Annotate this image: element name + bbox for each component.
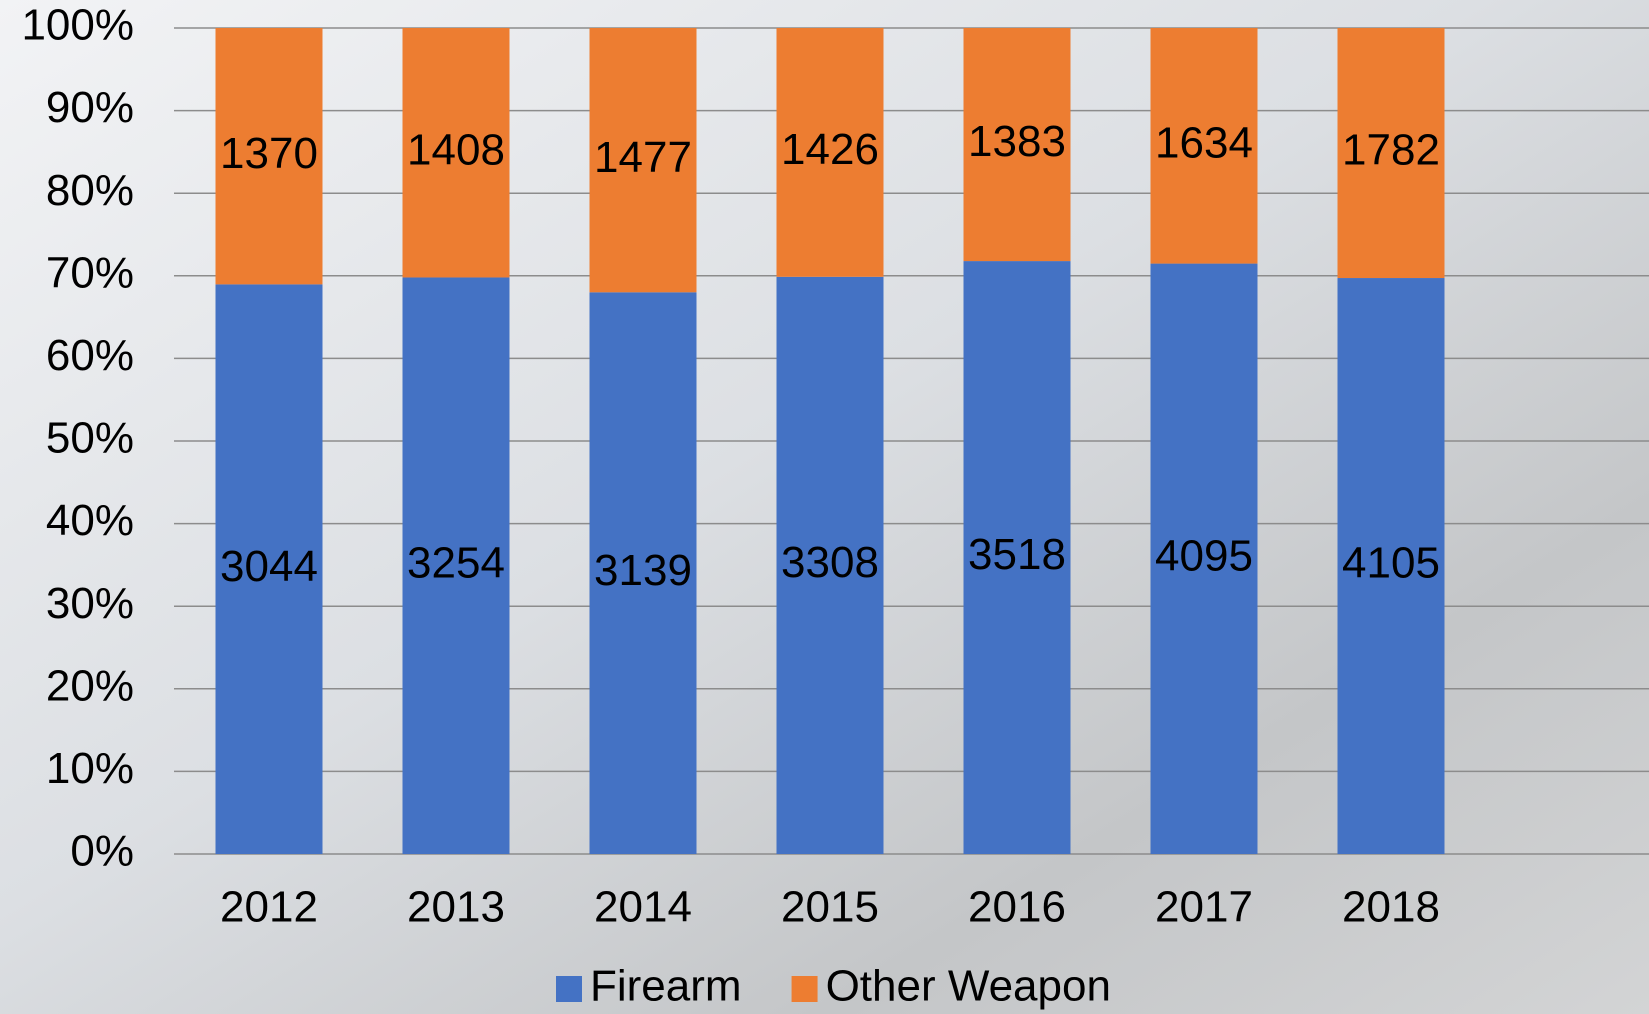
data-label: 3254 <box>407 538 505 587</box>
chart: 0% 10% 20% 30% 40% 50% 60% 70% 80% 90% 100% 3044 137… <box>0 0 1649 1014</box>
x-tick-label: 2018 <box>1342 883 1440 932</box>
data-label: 3139 <box>594 546 692 595</box>
legend-label: Firearm <box>590 962 742 1011</box>
data-label: 1383 <box>968 117 1066 166</box>
y-tick-label: 100% <box>21 1 134 50</box>
data-label: 1408 <box>407 125 505 174</box>
x-tick-label: 2014 <box>594 883 692 932</box>
data-label: 3044 <box>220 542 318 591</box>
x-tick-label: 2016 <box>968 883 1066 932</box>
data-label: 1477 <box>594 133 692 182</box>
data-label: 1782 <box>1342 126 1440 175</box>
data-label: 3518 <box>968 530 1066 579</box>
y-tick-label: 70% <box>46 248 134 297</box>
y-tick-label: 80% <box>46 166 134 215</box>
data-label: 4095 <box>1155 531 1253 580</box>
x-tick-label: 2013 <box>407 883 505 932</box>
data-label: 1426 <box>781 125 879 174</box>
data-label: 4105 <box>1342 539 1440 588</box>
y-tick-label: 10% <box>46 744 134 793</box>
y-tick-label: 40% <box>46 496 134 545</box>
legend-label: Other Weapon <box>826 962 1111 1011</box>
data-label: 1634 <box>1155 118 1253 167</box>
y-tick-label: 30% <box>46 579 134 628</box>
y-tick-label: 50% <box>46 414 134 463</box>
legend-swatch <box>792 976 818 1002</box>
data-label: 1370 <box>220 129 318 178</box>
x-tick-label: 2015 <box>781 883 879 932</box>
y-tick-label: 20% <box>46 661 134 710</box>
data-label: 3308 <box>781 538 879 587</box>
legend-swatch <box>556 976 582 1002</box>
x-tick-label: 2017 <box>1155 883 1253 932</box>
y-tick-label: 60% <box>46 331 134 380</box>
y-tick-label: 0% <box>70 827 134 876</box>
y-tick-label: 90% <box>46 83 134 132</box>
x-tick-label: 2012 <box>220 883 318 932</box>
